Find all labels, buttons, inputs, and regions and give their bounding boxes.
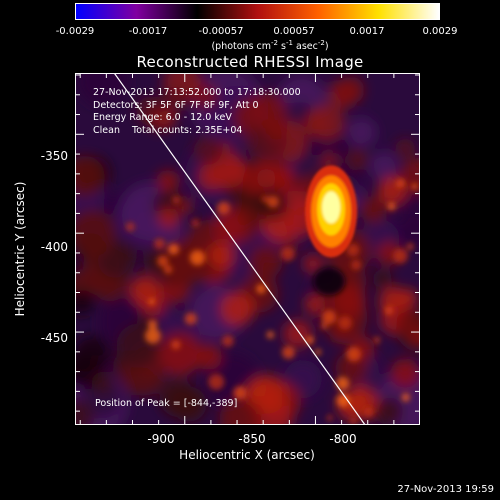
x-axis-label: Heliocentric X (arcsec) bbox=[179, 448, 315, 462]
peak-position-label: Position of Peak = [-844,-389] bbox=[95, 398, 238, 409]
colorbar-tick-2: -0.0017 bbox=[128, 26, 168, 37]
time-range: 27-Nov-2013 17:13:52.000 to 17:18:30.000 bbox=[93, 87, 301, 98]
colorbar-tick-1: -0.0029 bbox=[55, 26, 95, 37]
y-tick-label: -400 bbox=[40, 240, 68, 254]
energy-range: Energy Range: 6.0 - 12.0 keV bbox=[93, 112, 232, 123]
colorbar-tick-6: 0.0029 bbox=[422, 26, 458, 37]
colorbar-tick-5: 0.0017 bbox=[349, 26, 385, 37]
colorbar-units: (photons cm-2 s-1 asec-2) bbox=[211, 39, 329, 53]
colorbar-tick-3: -0.00057 bbox=[198, 26, 244, 37]
x-tick-label: -800 bbox=[329, 432, 357, 446]
image-title: Reconstructed RHESSI Image bbox=[136, 53, 364, 71]
detectors: Detectors: 3F 5F 6F 7F 8F 9F, Att 0 bbox=[93, 99, 259, 111]
rhessi-image bbox=[75, 73, 420, 425]
x-tick-label: -850 bbox=[238, 432, 266, 446]
solar-limb-line bbox=[113, 73, 366, 425]
observation-info: 27-Nov-2013 17:13:52.000 to 17:18:30.000… bbox=[93, 87, 301, 137]
total-counts: Clean Total counts: 2.35E+04 bbox=[93, 124, 243, 136]
x-tick-label: -900 bbox=[147, 432, 175, 446]
y-tick-label: -350 bbox=[40, 149, 68, 163]
y-tick-label: -450 bbox=[40, 331, 68, 345]
y-axis-label: Heliocentric Y (arcsec) bbox=[13, 181, 27, 317]
colorbar-tick-4: 0.00057 bbox=[273, 26, 315, 37]
plot-timestamp: 27-Nov-2013 19:59 bbox=[397, 484, 494, 495]
colorbar bbox=[75, 3, 440, 20]
